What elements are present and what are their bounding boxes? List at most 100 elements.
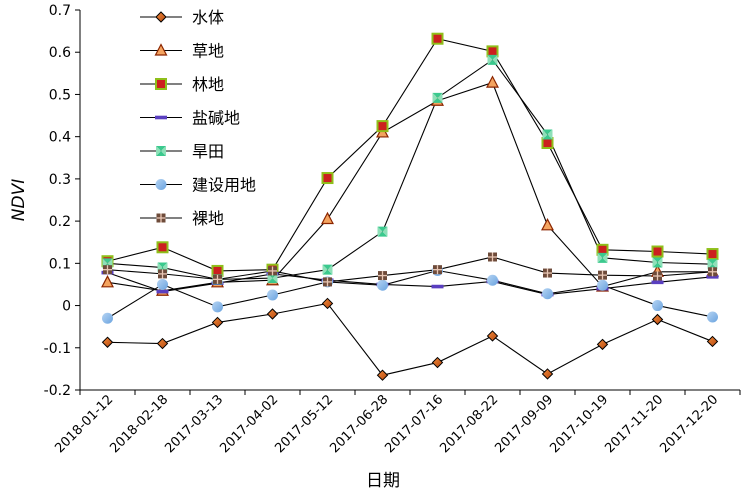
data-point-marker (487, 54, 498, 65)
data-point-marker (706, 335, 719, 348)
data-point-marker (487, 274, 498, 286)
data-point-marker (101, 336, 114, 348)
data-point-marker (653, 271, 662, 281)
series-lines (107, 38, 713, 376)
data-point-marker (378, 271, 387, 281)
series-line (107, 256, 713, 283)
data-point-marker (651, 280, 664, 285)
x-tick-label: 2017-12-20 (657, 392, 721, 456)
data-point-marker (488, 252, 497, 262)
data-point-marker (652, 257, 663, 268)
data-point-marker (323, 277, 332, 287)
series-markers (101, 32, 719, 381)
y-tick-label: 0.7 (49, 3, 71, 19)
data-point-marker (376, 120, 389, 133)
data-point-marker (267, 289, 278, 301)
data-point-marker (431, 32, 444, 45)
series-line (107, 38, 713, 272)
series-line (107, 272, 713, 296)
x-tick-label: 2018-01-12 (52, 392, 116, 456)
data-point-marker (376, 369, 389, 381)
y-tick-label: 0.6 (49, 45, 71, 61)
data-point-marker (541, 218, 554, 231)
y-tick-label: 0.4 (49, 130, 71, 146)
x-tick-label: 2017-09-09 (492, 392, 556, 456)
data-point-marker (707, 311, 718, 323)
data-point-marker (542, 129, 553, 140)
x-tick-label: 2017-07-16 (382, 392, 446, 456)
legend-label: 盐碱地 (192, 109, 240, 128)
y-tick-label: 0.5 (49, 87, 71, 103)
data-point-marker (158, 269, 167, 279)
data-point-marker (541, 368, 554, 380)
y-axis-label: NDVI (9, 179, 29, 221)
y-tick-label: 0.2 (49, 214, 71, 230)
data-point-marker (155, 179, 167, 190)
data-point-marker (377, 279, 388, 291)
data-point-marker (706, 275, 719, 279)
data-point-marker (433, 265, 442, 275)
data-point-marker (321, 172, 334, 185)
legend-label: 裸地 (192, 209, 224, 228)
x-tick-label: 2017-04-02 (217, 392, 281, 456)
data-point-marker (268, 266, 277, 276)
data-point-marker (431, 284, 444, 289)
data-point-marker (377, 226, 388, 237)
legend-label: 林地 (192, 75, 224, 94)
data-point-marker (322, 264, 333, 275)
data-point-marker (706, 248, 719, 261)
series-line (107, 302, 713, 376)
axes (79, 10, 740, 391)
data-point-marker (155, 78, 167, 90)
legend-label: 草地 (192, 42, 224, 61)
data-point-marker (708, 267, 717, 277)
data-point-marker (156, 289, 169, 294)
data-point-marker (321, 297, 334, 310)
data-point-marker (154, 43, 168, 56)
data-point-marker (155, 11, 167, 23)
data-point-marker (597, 252, 608, 263)
data-point-marker (156, 241, 169, 254)
x-tick-label: 2017-06-28 (327, 392, 391, 456)
data-point-marker (321, 211, 334, 225)
x-axis-label: 日期 (366, 471, 400, 491)
series-line (107, 59, 713, 280)
data-point-marker (213, 274, 222, 284)
data-point-marker (156, 213, 166, 223)
legend-label: 建设用地 (192, 176, 256, 195)
x-ticks: 2018-01-122018-02-182017-03-132017-04-02… (52, 390, 741, 456)
legend-label: 旱田 (192, 142, 224, 161)
data-point-marker (102, 312, 113, 324)
data-point-marker (431, 356, 444, 369)
data-point-marker (486, 330, 499, 342)
x-tick-label: 2018-02-18 (107, 392, 171, 456)
data-point-marker (543, 268, 552, 278)
legend-label: 水体 (192, 8, 224, 27)
data-point-marker (432, 92, 443, 103)
y-tick-label: 0.1 (49, 256, 71, 272)
series-line (107, 269, 713, 319)
data-point-marker (101, 275, 114, 288)
data-point-marker (156, 337, 169, 350)
data-point-marker (651, 245, 664, 258)
data-point-marker (266, 308, 279, 320)
data-point-marker (597, 279, 608, 291)
y-tick-label: 0 (62, 299, 71, 315)
data-point-marker (598, 270, 607, 280)
x-tick-label: 2017-05-12 (272, 392, 336, 456)
data-point-marker (211, 316, 224, 329)
x-tick-label: 2017-08-22 (437, 392, 501, 456)
x-tick-label: 2017-03-13 (162, 392, 226, 456)
data-point-marker (651, 313, 664, 326)
y-tick-label: 0.3 (49, 172, 71, 188)
y-ticks: -0.2 -0.1 0 0.1 0.2 0.3 0.4 0.5 0.6 0.7 (44, 3, 80, 399)
data-point-marker (212, 301, 223, 313)
x-tick-label: 2017-11-20 (602, 392, 666, 456)
data-point-marker (156, 146, 166, 156)
data-point-marker (486, 75, 499, 88)
data-point-marker (155, 115, 167, 120)
data-point-marker (652, 300, 663, 312)
data-point-marker (157, 278, 168, 290)
